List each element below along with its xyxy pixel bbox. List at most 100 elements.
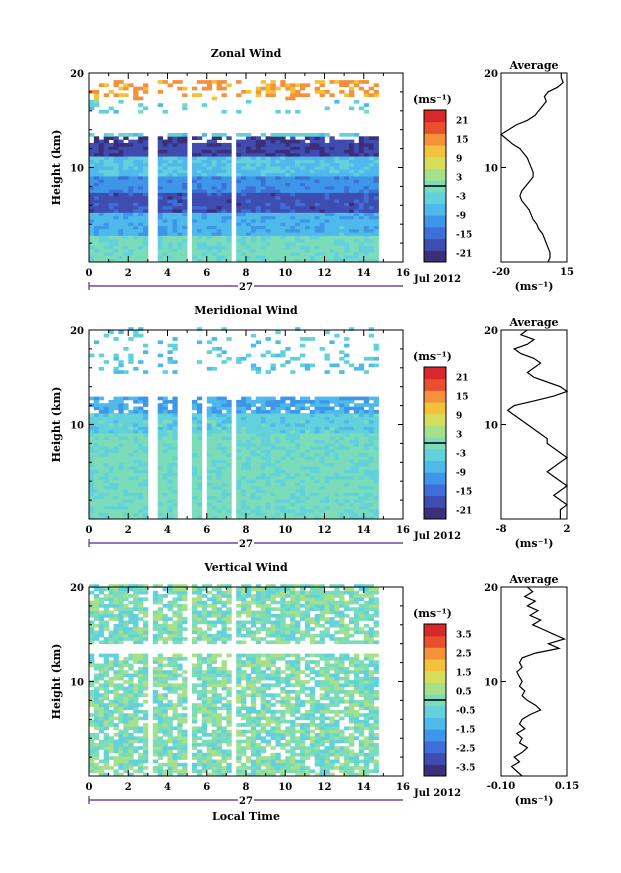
heatmap-cell xyxy=(133,739,139,744)
heatmap-cell xyxy=(319,80,325,84)
heatmap-cell xyxy=(353,429,360,434)
heatmap-cell xyxy=(265,479,271,483)
heatmap-cell xyxy=(192,479,198,483)
heatmap-cell xyxy=(162,446,168,450)
heatmap-cell xyxy=(275,495,281,500)
heatmap-cell xyxy=(138,189,144,193)
heatmap-cell xyxy=(241,479,247,483)
heatmap-cell xyxy=(108,413,114,417)
heatmap-cell xyxy=(123,93,129,97)
heatmap-cell xyxy=(206,459,213,464)
heatmap-cell xyxy=(123,607,129,611)
heatmap-cell xyxy=(314,442,320,447)
heatmap-cell xyxy=(373,228,379,233)
heatmap-cell xyxy=(309,466,316,470)
heatmap-cell xyxy=(349,502,355,507)
heatmap-cell xyxy=(363,429,370,434)
heatmap-cell xyxy=(103,716,109,721)
heatmap-cell xyxy=(177,149,183,154)
heatmap-cell xyxy=(167,176,173,180)
heatmap-cell xyxy=(349,80,355,84)
heatmap-cell xyxy=(339,469,345,474)
heatmap-cell xyxy=(363,225,370,230)
heatmap-cell xyxy=(236,419,242,424)
heatmap-cell xyxy=(157,189,163,193)
heatmap-cell xyxy=(334,456,340,460)
heatmap-cell xyxy=(241,449,247,454)
heatmap-cell xyxy=(89,232,95,236)
heatmap-cell xyxy=(123,476,129,480)
heatmap-cell xyxy=(339,90,345,94)
heatmap-cell xyxy=(265,396,271,401)
heatmap-cell xyxy=(285,456,291,460)
heatmap-cell xyxy=(329,195,335,200)
heatmap-cell xyxy=(265,219,271,223)
heatmap-cell xyxy=(314,179,320,183)
heatmap-cell xyxy=(113,495,119,500)
heatmap-cell xyxy=(250,182,257,187)
heatmap-cell xyxy=(329,159,335,164)
heatmap-cell xyxy=(192,176,198,180)
heatmap-cell xyxy=(309,252,316,256)
heatmap-cell xyxy=(309,212,316,217)
heatmap-cell xyxy=(206,199,213,203)
heatmap-cell xyxy=(295,222,301,226)
heatmap-cell xyxy=(177,80,183,84)
heatmap-cell xyxy=(226,235,232,240)
heatmap-cell xyxy=(226,505,232,510)
heatmap-cell xyxy=(216,242,222,246)
heatmap-cell xyxy=(108,509,114,513)
heatmap-cell xyxy=(295,466,301,470)
heatmap-cell xyxy=(206,225,213,230)
heatmap-cell xyxy=(172,202,178,207)
heatmap-cell xyxy=(206,172,213,177)
heatmap-cell xyxy=(309,179,316,183)
heatmap-cell xyxy=(157,466,163,470)
heatmap-cell xyxy=(143,162,149,167)
heatmap-cell xyxy=(300,159,306,164)
heatmap-cell xyxy=(216,429,222,434)
heatmap-cell xyxy=(324,162,330,167)
heatmap-cell xyxy=(216,225,222,230)
heatmap-cell xyxy=(157,499,163,503)
heatmap-cell xyxy=(138,604,144,608)
heatmap-cell xyxy=(349,166,355,170)
heatmap-cell xyxy=(216,466,222,470)
heatmap-cell xyxy=(108,436,114,440)
heatmap-cell xyxy=(324,489,330,493)
heatmap-cell xyxy=(290,142,296,147)
heatmap-cell xyxy=(314,452,320,457)
heatmap-cell xyxy=(349,479,355,483)
heatmap-cell xyxy=(353,479,360,483)
heatmap-cell xyxy=(123,492,129,497)
heatmap-cell xyxy=(143,499,149,503)
heatmap-cell xyxy=(285,472,291,477)
heatmap-cell xyxy=(339,212,345,217)
heatmap-cell xyxy=(290,512,296,517)
heatmap-cell xyxy=(118,594,124,598)
heatmap-cell xyxy=(373,462,379,467)
heatmap-cell xyxy=(221,189,227,193)
x-tick-label: 14 xyxy=(357,268,371,279)
heatmap-cell xyxy=(358,492,365,497)
heatmap-cell xyxy=(241,423,247,427)
heatmap-cell xyxy=(300,472,306,477)
heatmap-cell xyxy=(177,235,183,240)
heatmap-cell xyxy=(167,489,173,493)
heatmap-cell xyxy=(103,462,109,467)
heatmap-cell xyxy=(241,502,247,507)
heatmap-cell xyxy=(280,192,286,197)
heatmap-cell xyxy=(133,366,139,371)
heatmap-cell xyxy=(143,462,149,467)
heatmap-cell xyxy=(221,156,227,160)
heatmap-cell xyxy=(196,439,203,444)
heatmap-cell xyxy=(221,476,227,480)
heatmap-cell xyxy=(108,587,114,592)
heatmap-cell xyxy=(93,452,100,457)
heatmap-cell xyxy=(339,459,345,464)
heatmap-cell xyxy=(93,176,100,180)
heatmap-cell xyxy=(236,93,242,97)
heatmap-cell xyxy=(339,169,345,174)
heatmap-cell xyxy=(295,90,301,94)
heatmap-cell xyxy=(143,195,149,200)
